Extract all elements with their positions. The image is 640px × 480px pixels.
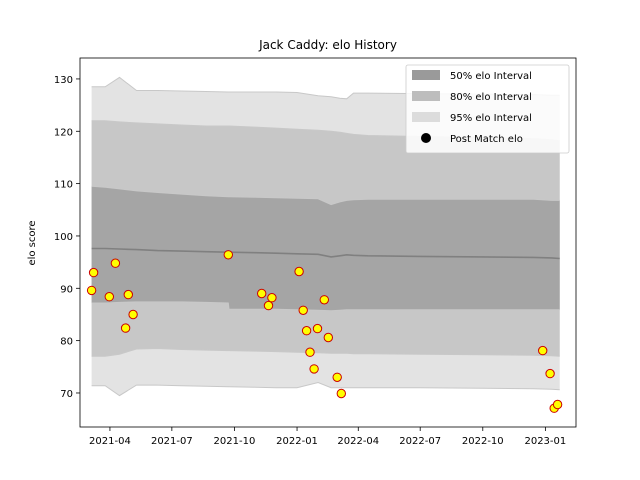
post-match-point-7 (223, 250, 234, 260)
y-tick-label-100: 100 (54, 232, 73, 243)
x-tick-label-2022-07: 2022-07 (399, 436, 441, 447)
legend-box (405, 64, 570, 154)
post-match-point-21 (538, 345, 548, 356)
post-match-point-1 (88, 267, 99, 278)
y-axis-label: elo score (27, 220, 38, 265)
legend-swatch-50 (412, 70, 440, 80)
x-tick-label-2021-10: 2021-10 (214, 436, 256, 447)
post-match-point-15 (309, 364, 319, 374)
post-match-point-20 (336, 388, 346, 399)
x-tick-label-2021-07: 2021-07 (151, 436, 193, 447)
post-match-points (86, 250, 563, 413)
post-match-point-17 (319, 295, 329, 305)
legend-label-50: 50% elo Interval (450, 71, 532, 82)
post-match-point-8 (257, 288, 267, 299)
post-match-point-19 (332, 372, 342, 382)
post-match-point-6 (128, 309, 138, 320)
post-match-point-10 (267, 293, 277, 303)
y-tick-label-110: 110 (54, 180, 73, 191)
legend: 50% elo Interval 80% elo Interval 95% el… (405, 64, 570, 154)
x-axis: 2021-04 2021-07 2021-10 2022-01 2022-04 2022-… (89, 427, 566, 447)
post-match-point-11 (294, 266, 304, 277)
y-tick-label-130: 130 (54, 75, 73, 86)
post-match-point-9 (263, 300, 274, 311)
chart-title: Jack Caddy: elo History (258, 38, 397, 52)
interval-bands (91, 77, 560, 396)
post-match-point-13 (301, 326, 312, 336)
post-match-point-14 (305, 347, 315, 357)
post-match-point-24 (552, 399, 563, 410)
legend-swatch-80 (412, 91, 440, 101)
y-axis: 70 80 90 100 110 120 130 (54, 75, 80, 400)
post-match-point-16 (312, 323, 323, 334)
post-match-point-22 (545, 368, 555, 379)
edge-lo95 (91, 381, 560, 397)
x-tick-label-2022-04: 2022-04 (337, 436, 379, 447)
edge-lo50 (91, 301, 560, 312)
mean-lines (91, 76, 560, 397)
legend-marker-post-match (421, 133, 431, 143)
edge-hi50 (91, 185, 560, 206)
legend-label-80: 80% elo Interval (450, 92, 532, 103)
post-match-point-12 (298, 305, 308, 315)
post-match-point-5 (123, 289, 134, 300)
y-tick-label-90: 90 (60, 284, 73, 295)
y-tick-label-120: 120 (54, 127, 73, 138)
x-tick-label-2022-10: 2022-10 (462, 436, 504, 447)
post-match-point-3 (110, 258, 121, 268)
legend-label-post-match: Post Match elo (450, 134, 523, 145)
plot-frame (79, 57, 577, 428)
post-match-point-0 (86, 285, 97, 296)
legend-swatch-95 (412, 112, 440, 122)
x-tick-label-2023-01: 2023-01 (524, 436, 566, 447)
post-match-point-2 (104, 292, 115, 302)
legend-label-95: 95% elo Interval (450, 113, 532, 124)
y-tick-label-70: 70 (60, 389, 73, 400)
edge-lo80 (91, 347, 560, 357)
band-50 (91, 186, 560, 311)
mean-line (91, 247, 560, 260)
post-match-point-18 (323, 332, 333, 343)
x-tick-label-2021-04: 2021-04 (89, 436, 131, 447)
y-tick-label-80: 80 (60, 337, 73, 348)
x-tick-label-2022-01: 2022-01 (276, 436, 318, 447)
post-match-point-4 (120, 323, 131, 333)
